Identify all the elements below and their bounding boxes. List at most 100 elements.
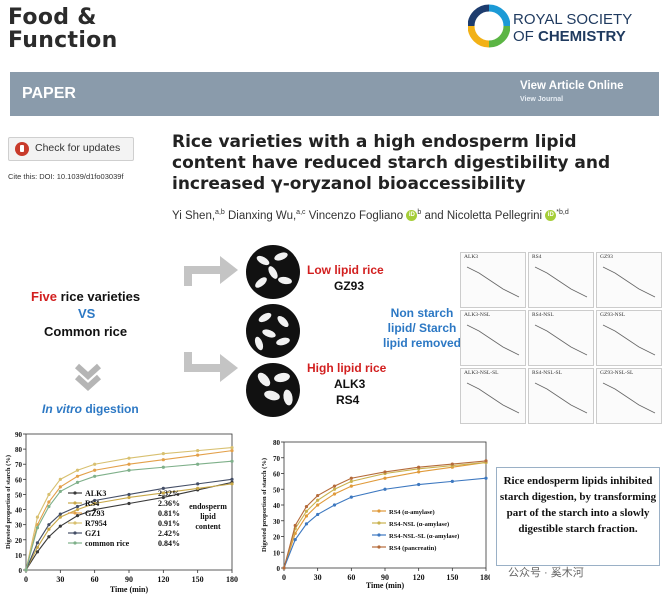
data-point [127,462,131,466]
legend-label: RS4 (α-amylase) [389,509,435,516]
digestion-chart-rs4: 0 30 60 90 120 150 180 0 10 20 30 40 50 60 70 80 Time (m… [261,439,490,590]
article-banner [10,72,659,116]
microscopy-panel-curve [466,382,520,414]
update-check-icon [15,142,29,156]
view-article-online-link[interactable]: View Article Online [520,80,624,92]
data-point [35,550,40,554]
data-point [196,453,200,457]
data-point [196,449,200,453]
data-point [161,458,165,462]
ga-alk3-label: ALK3 [334,377,366,391]
microscopy-panel-label: ALK3-NSL-SL [464,370,499,376]
data-point [417,470,421,474]
y-tick-label: 20 [15,537,23,545]
arrow-down-right-icon [184,352,238,382]
series-line [283,477,487,569]
series-line [283,461,487,569]
ga-low-lipid-label: Low lipid rice [307,263,384,277]
digestion-chart-varieties: 0 30 60 90 120 150 1800102030405060708090Time … [5,431,238,594]
microscopy-panel: ALK3-NSL [460,310,526,366]
conclusion-box: Rice endosperm lipids inhibited starch d… [496,467,660,566]
y-axis-label: Digested proportion of starch (%) [261,458,268,552]
data-point [349,484,353,488]
publisher-line1: ROYAL SOCIETY [513,11,633,28]
data-point [35,526,40,530]
data-point [349,495,353,499]
ga-five-varieties: Five rice varieties [31,289,140,304]
data-point [332,492,337,496]
author-name[interactable]: Vincenzo Fogliano [308,209,404,222]
data-point [58,489,62,494]
data-point [58,485,62,489]
data-point [316,503,320,507]
view-journal-link[interactable]: View Journal [520,96,564,103]
y-tick-label: 30 [15,522,23,530]
legend-marker [73,541,77,545]
data-point [75,468,80,472]
data-point [35,545,40,549]
data-point [230,482,234,486]
ga-high-lipid-label: High lipid rice [307,361,387,375]
x-axis-label: Time (min) [366,581,405,590]
x-tick-label: 120 [157,575,169,584]
data-point [196,462,200,466]
microscopy-panel: RS4-NSL-SL [528,368,594,424]
y-tick-label: 30 [273,518,281,526]
legend-label: ALK3 [85,489,106,498]
publisher-line2-b: CHEMISTRY [538,28,626,45]
rice-grain-image-high [246,363,300,417]
data-point [316,498,320,502]
microscopy-panel-curve [602,382,656,414]
data-point [417,482,421,487]
microscopy-panel-trace [534,266,588,298]
series-line [25,447,233,571]
microscopy-panel: GZ93-NSL [596,310,662,366]
check-for-updates-button[interactable]: Check for updates [8,137,134,161]
cite-doi[interactable]: Cite this: DOI: 10.1039/d1fo03039f [8,172,124,181]
author-name[interactable]: Yi Shen, [172,209,216,222]
data-point [316,512,320,517]
legend-lipid-value: 0.81% [158,509,180,518]
microscopy-panel-label: ALK3 [464,254,479,260]
y-tick-label: 50 [273,486,281,494]
ga-rs4-label: RS4 [336,393,360,407]
journal-name-line2: Function [8,28,118,53]
y-tick-label: 50 [15,491,23,499]
microscopy-panel-curve [534,266,588,298]
y-tick-label: 80 [15,446,23,454]
orcid-icon[interactable]: iD [545,210,557,222]
data-point [93,474,97,478]
ga-vs: VS [78,306,96,321]
legend-label: common rice [85,539,130,548]
author-name[interactable]: Dianxing Wu, [227,209,297,222]
data-point [75,504,80,509]
y-tick-label: 40 [273,502,281,510]
data-point [161,491,165,495]
microscopy-panel: RS4 [528,252,594,308]
article-type-label: PAPER [22,85,76,102]
data-point [282,566,286,570]
series-line [283,460,487,569]
author-affiliation: *b,d [556,209,569,216]
microscopy-panel-label: GZ93-NSL [600,312,626,318]
author-name[interactable]: and Nicoletta Pellegrini [424,209,543,222]
y-tick-label: 10 [273,549,281,557]
legend-label: R7954 [85,519,107,528]
ga-in-vitro-word: In vitro [42,402,83,416]
series-line [25,483,233,571]
publisher-line2-a: OF [513,28,534,45]
microscopy-panel-trace [466,266,520,298]
orcid-icon[interactable]: iD [406,210,418,222]
x-tick-label: 180 [480,573,490,582]
y-tick-label: 70 [15,461,23,469]
data-point [93,462,97,466]
y-tick-label: 0 [19,567,23,575]
ga-rice-varieties: rice varieties [57,289,141,304]
legend-label: RS4-NSL (α-amylase) [389,521,449,528]
journal-name: Food & Function [8,6,118,52]
data-point [293,523,297,528]
data-point [58,512,62,516]
plot-frame [283,441,487,569]
series-line [283,461,487,569]
author-affiliation: a,b [215,209,225,216]
